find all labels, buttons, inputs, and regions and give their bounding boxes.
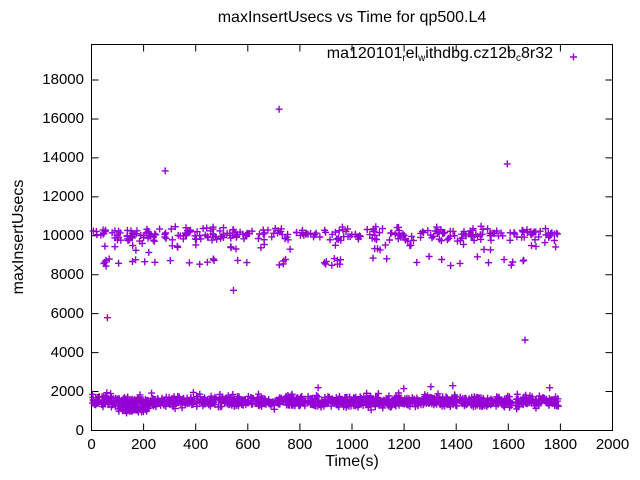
x-tick-label: 0 <box>87 436 96 453</box>
legend-text-segment: ma120101 <box>326 45 403 62</box>
y-tick-label: 18000 <box>42 70 84 88</box>
x-tick-label: 1000 <box>335 436 369 453</box>
legend-text-segment: el <box>405 45 419 62</box>
x-tick-label: 200 <box>131 436 157 453</box>
plot-frame <box>91 44 613 431</box>
legend-text-segment: ithdbg.cz12b <box>425 45 517 62</box>
x-tick-label: 1200 <box>387 436 421 453</box>
legend-entry: ma120101relwithdbg.cz12bc8r32 <box>91 45 553 64</box>
x-tick-label: 800 <box>287 436 313 453</box>
y-tick-label: 14000 <box>42 148 84 166</box>
legend-subscript-segment: c <box>516 52 521 64</box>
legend-series-label: ma120101relwithdbg.cz12bc8r32 <box>326 45 553 64</box>
legend-subscript-segment: w <box>418 52 426 64</box>
y-tick-label: 6000 <box>50 304 84 322</box>
x-tick-label: 600 <box>235 436 261 453</box>
y-tick-label: 4000 <box>50 343 84 361</box>
legend-text-segment: 8r32 <box>520 45 553 62</box>
y-tick-label: 16000 <box>42 109 84 127</box>
y-tick-label: 10000 <box>42 226 84 244</box>
y-tick-label: 2000 <box>50 382 84 400</box>
legend-subscript-segment: r <box>402 52 406 64</box>
y-tick-label: 0 <box>75 421 84 439</box>
x-tick-label: 2000 <box>595 436 630 453</box>
y-tick-label: 8000 <box>50 265 84 283</box>
scatter-points <box>89 105 562 417</box>
x-axis-label: Time(s) <box>325 453 379 470</box>
y-tick-label: 12000 <box>42 187 84 205</box>
x-tick-label: 400 <box>183 436 209 453</box>
x-tick-label: 1800 <box>543 436 578 453</box>
legend-point-marker-icon <box>570 53 577 61</box>
x-tick-label: 1400 <box>439 436 473 453</box>
x-tick-label: 1600 <box>491 436 525 453</box>
chart-title: maxInsertUsecs vs Time for qp500.L4 <box>217 9 487 26</box>
